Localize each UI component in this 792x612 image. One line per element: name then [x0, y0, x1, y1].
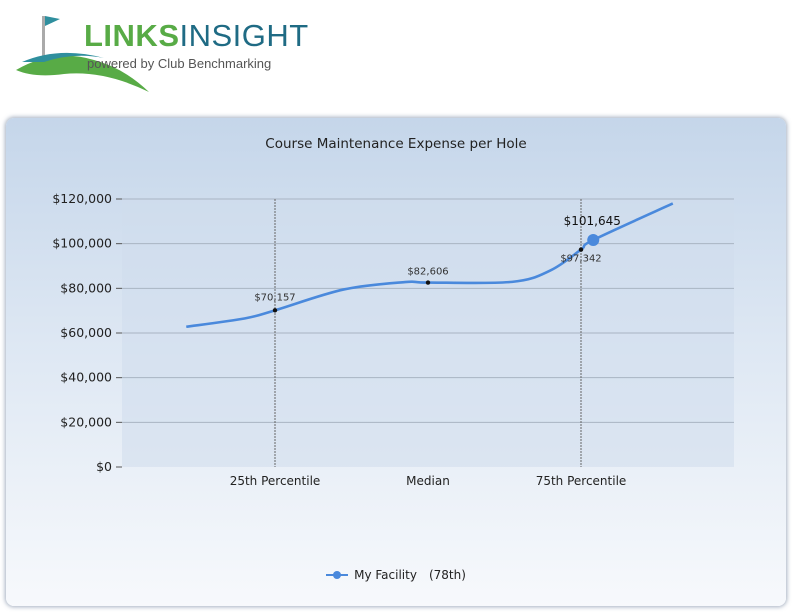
logo-subtitle: powered by Club Benchmarking — [87, 56, 272, 71]
chart-panel: Course Maintenance Expense per Hole $0 $2… — [6, 118, 786, 606]
chart-legend[interactable]: My Facility (78th) — [6, 568, 786, 582]
chart-title: Course Maintenance Expense per Hole — [265, 136, 527, 152]
x-category-label: Median — [406, 474, 450, 488]
data-point — [578, 247, 584, 252]
data-label: $70,157 — [254, 292, 295, 303]
logo-title: LINKSINSIGHT — [84, 18, 309, 54]
y-tick-label: $120,000 — [52, 191, 112, 206]
legend-series-name: My Facility — [354, 568, 417, 582]
data-label: $97,342 — [560, 254, 601, 265]
links-insight-logo: LINKSINSIGHT powered by Club Benchmarkin… — [14, 8, 308, 98]
y-tick-label: $0 — [96, 459, 112, 474]
data-point — [425, 280, 431, 285]
y-tick-label: $60,000 — [60, 325, 112, 340]
legend-series-rank: (78th) — [428, 568, 466, 582]
y-tick-label: $40,000 — [60, 370, 112, 385]
legend-series-marker-icon — [326, 570, 349, 580]
y-tick-label: $100,000 — [52, 236, 112, 251]
logo-title-insight: INSIGHT — [179, 18, 309, 53]
golf-flag-logo-icon — [16, 16, 149, 92]
facility-highlight-point — [587, 233, 600, 246]
data-label: $82,606 — [407, 267, 448, 278]
x-category-label: 25th Percentile — [230, 474, 321, 488]
logo-title-links: LINKS — [84, 18, 180, 53]
series-line-my-facility — [186, 202, 674, 329]
y-tick-label: $20,000 — [60, 414, 112, 429]
data-point — [272, 308, 278, 313]
x-category-label: 75th Percentile — [536, 474, 627, 488]
y-tick-label: $80,000 — [60, 280, 112, 295]
line-chart: $0 $20,000 $40,000 $60,000 $80,000 $100,000 $1… — [52, 191, 734, 488]
facility-highlight-label: $101,645 — [564, 214, 621, 228]
